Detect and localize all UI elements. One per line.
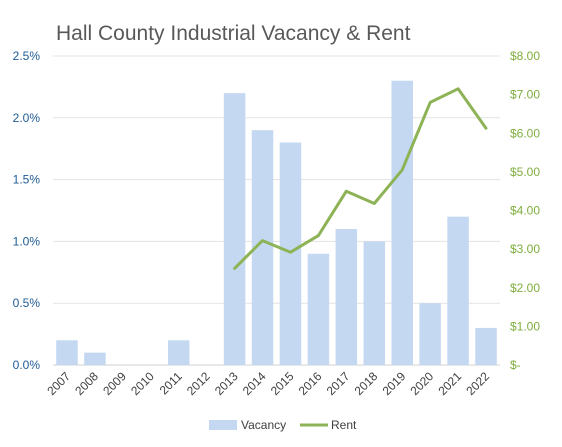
- vacancy-bar: [335, 229, 358, 365]
- x-tick-label: 2009: [100, 369, 129, 398]
- legend-label-rent: Rent: [331, 418, 357, 432]
- legend-label-vacancy: Vacancy: [241, 418, 286, 432]
- x-tick-label: 2010: [128, 369, 157, 398]
- right-tick-label: $1.00: [510, 319, 540, 333]
- x-tick-label: 2013: [212, 369, 241, 398]
- x-tick-label: 2011: [157, 369, 185, 397]
- x-tick-label: 2007: [44, 369, 73, 398]
- vacancy-bars: [56, 80, 497, 365]
- vacancy-bar: [447, 216, 469, 365]
- left-tick-label: 1.5%: [13, 173, 41, 187]
- x-tick-label: 2022: [463, 369, 492, 398]
- left-y-axis: 0.0% 0.5% 1.0% 1.5% 2.0% 2.5%: [13, 49, 41, 372]
- left-tick-label: 2.5%: [13, 49, 41, 63]
- right-y-axis: $- $1.00 $2.00 $3.00 $4.00 $5.00 $6.00 $7.00 $8.…: [510, 49, 540, 372]
- vacancy-bar: [279, 142, 302, 365]
- vacancy-bar: [363, 241, 386, 365]
- right-tick-label: $3.00: [510, 242, 540, 256]
- left-tick-label: 0.0%: [13, 358, 41, 372]
- x-tick-label: 2020: [407, 369, 436, 398]
- vacancy-bar: [307, 253, 330, 365]
- x-tick-label: 2015: [268, 369, 297, 398]
- right-tick-label: $5.00: [510, 165, 540, 179]
- x-tick-label: 2014: [240, 369, 269, 398]
- rent-line-group: [233, 87, 488, 270]
- legend: Vacancy Rent: [209, 418, 357, 432]
- vacancy-bar: [223, 93, 246, 365]
- right-tick-label: $-: [510, 358, 521, 372]
- right-tick-label: $7.00: [510, 88, 540, 102]
- vacancy-bar: [56, 340, 78, 365]
- chart-title: Hall County Industrial Vacancy & Rent: [56, 22, 411, 45]
- right-tick-label: $8.00: [510, 49, 540, 63]
- x-tick-label: 2018: [352, 369, 381, 398]
- vacancy-bar: [419, 303, 441, 365]
- vacancy-bar: [84, 352, 106, 365]
- vacancy-bar: [391, 80, 413, 365]
- x-axis: 2007 2008 2009 2010 2011 2012 2013 2014 2015 2016…: [44, 369, 492, 398]
- rent-line: [233, 87, 488, 270]
- vacancy-bar: [167, 340, 190, 365]
- left-tick-label: 0.5%: [13, 296, 41, 310]
- vacancy-bar: [251, 130, 274, 365]
- right-tick-label: $4.00: [510, 204, 540, 218]
- x-tick-label: 2008: [72, 369, 101, 398]
- x-tick-label: 2019: [380, 369, 409, 398]
- vacancy-bar: [475, 327, 497, 365]
- left-tick-label: 2.0%: [13, 111, 41, 125]
- x-tick-label: 2017: [324, 369, 353, 398]
- legend-swatch-vacancy: [209, 420, 237, 430]
- right-tick-label: $2.00: [510, 281, 540, 295]
- right-tick-label: $6.00: [510, 126, 540, 140]
- x-tick-label: 2016: [296, 369, 325, 398]
- left-tick-label: 1.0%: [13, 234, 41, 248]
- x-tick-label: 2021: [435, 369, 464, 398]
- x-tick-label: 2012: [184, 369, 213, 398]
